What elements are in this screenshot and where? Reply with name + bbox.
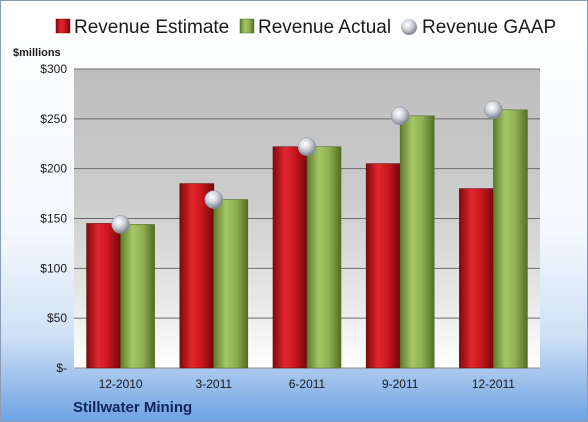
y-tick-label: $200 — [40, 162, 67, 176]
y-axis-ticks: $- $50 $100 $150 $200 $250 $300 — [40, 62, 67, 375]
y-tick-label: $150 — [40, 212, 67, 226]
y-tick-label: $100 — [40, 261, 67, 275]
y-axis-unit-label: $millions — [13, 47, 61, 59]
company-label: Stillwater Mining — [73, 399, 192, 416]
legend-label-estimate: Revenue Estimate — [74, 17, 229, 38]
legend-label-actual: Revenue Actual — [258, 17, 391, 38]
bar-revenue-estimate — [179, 183, 215, 369]
y-tick-label: $- — [56, 361, 67, 375]
bar-revenue-estimate — [459, 188, 494, 369]
x-axis-labels: 12-2010 3-2011 6-2011 9-2011 12-2011 — [99, 377, 516, 391]
bar-revenue-actual — [399, 115, 435, 369]
legend-swatch-actual — [239, 18, 255, 34]
x-tick-label: 3-2011 — [196, 377, 233, 391]
x-tick-label: 12-2011 — [472, 377, 515, 391]
bar-revenue-actual — [120, 224, 155, 369]
marker-revenue-gaap — [297, 137, 317, 156]
marker-revenue-gaap — [390, 106, 410, 126]
legend-swatch-estimate — [55, 18, 71, 34]
bar-revenue-actual — [213, 199, 249, 369]
gaap-markers — [111, 100, 503, 234]
bar-revenue-actual — [493, 109, 528, 369]
x-tick-label: 6-2011 — [289, 377, 326, 391]
bar-revenue-estimate — [365, 163, 401, 369]
y-tick-label: $250 — [40, 112, 67, 126]
y-tick-label: $300 — [40, 62, 67, 76]
legend-swatch-gaap — [401, 19, 417, 35]
legend: Revenue Estimate Revenue Actual Revenue … — [55, 17, 556, 38]
y-tick-label: $50 — [47, 311, 67, 325]
bar-revenue-estimate — [272, 146, 308, 369]
bar-revenue-estimate — [86, 223, 121, 369]
x-tick-label: 9-2011 — [382, 377, 419, 391]
bar-revenue-actual — [306, 146, 342, 369]
bars — [86, 109, 528, 369]
marker-revenue-gaap — [111, 215, 130, 234]
marker-revenue-gaap — [204, 190, 224, 209]
x-tick-label: 12-2010 — [99, 377, 143, 391]
marker-revenue-gaap — [484, 100, 503, 120]
legend-label-gaap: Revenue GAAP — [422, 17, 556, 38]
